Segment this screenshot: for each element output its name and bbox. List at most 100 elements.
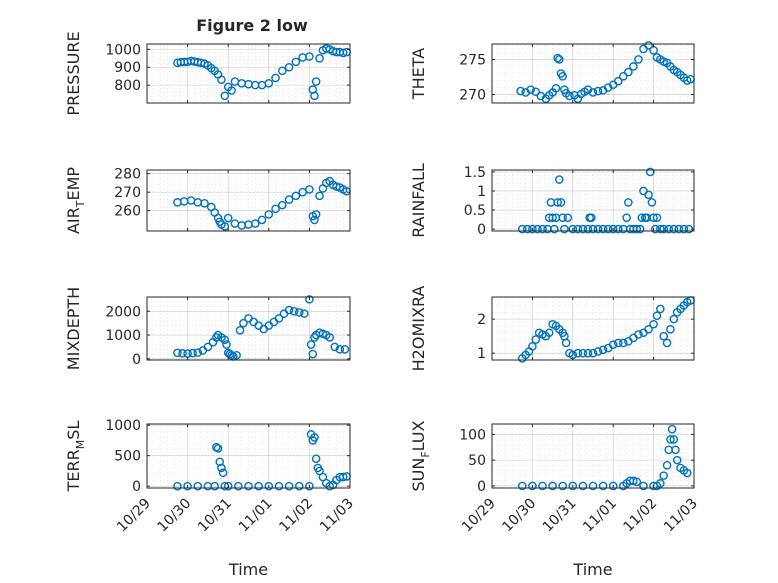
data-point: [652, 311, 662, 321]
data-point: [284, 62, 294, 72]
data-point: [669, 224, 679, 234]
y-axis-label: MIXDEPTH: [64, 287, 83, 370]
data-point: [212, 333, 221, 342]
y-tick-label: 275: [459, 52, 486, 68]
data-point: [659, 224, 669, 234]
subplot-6: 1 2 H2OMIXRA: [409, 286, 695, 371]
y-tick-label: 1000: [105, 328, 141, 344]
data-point: [217, 463, 226, 473]
data-point: [666, 435, 675, 444]
data-point: [568, 481, 578, 491]
data-point: [608, 481, 618, 491]
y-axis-label: PRESSURE: [64, 31, 83, 115]
data-point: [652, 213, 662, 222]
x-tick-label: 11/02: [621, 496, 661, 536]
y-tick-label: 500: [114, 449, 141, 465]
data-point: [560, 224, 569, 234]
data-point: [264, 481, 274, 491]
data-point: [634, 55, 643, 64]
data-point: [232, 350, 241, 360]
axes-box: [491, 296, 695, 361]
data-point: [173, 481, 182, 491]
y-tick-label: 260: [114, 204, 141, 220]
y-tick-label: 0: [477, 479, 486, 495]
y-tick-label: 1: [477, 346, 486, 362]
data-point: [613, 338, 623, 348]
y-tick-label: 1.5: [464, 165, 486, 181]
data-point: [558, 481, 568, 491]
data-point: [656, 304, 665, 314]
data-point: [598, 345, 608, 355]
y-axis-label: SUNFLUX: [409, 420, 432, 491]
x-tick-label: 10/31: [195, 496, 235, 536]
data-point: [264, 210, 274, 219]
data-point: [593, 224, 603, 234]
data-point: [578, 224, 588, 234]
data-point: [593, 86, 603, 96]
data-point: [284, 481, 294, 491]
axes-box: [491, 43, 695, 104]
data-point: [291, 191, 301, 201]
data-point: [311, 77, 321, 86]
data-point: [518, 481, 527, 491]
data-point: [284, 195, 294, 204]
data-point: [608, 340, 618, 349]
y-tick-label: 2000: [105, 304, 141, 320]
data-point: [518, 224, 527, 234]
data-point: [578, 348, 588, 358]
x-tick-label: 10/29: [114, 496, 154, 536]
data-point: [662, 338, 672, 348]
data-point: [183, 481, 192, 491]
subplot-3: 260 270 280 AIRTEMP: [64, 167, 351, 234]
axes-box: [146, 296, 351, 361]
data-point: [669, 314, 679, 324]
y-tick-label: 900: [114, 60, 141, 76]
axes-box: [146, 43, 351, 104]
x-axis-label: Time: [572, 560, 612, 579]
data-point: [555, 55, 564, 64]
y-tick-label: 270: [459, 88, 486, 104]
x-tick-label: 11/02: [276, 496, 316, 536]
data-point: [178, 349, 187, 358]
data-point: [210, 481, 219, 491]
data-series: [518, 167, 694, 234]
axes-box: [491, 169, 695, 232]
data-point: [553, 53, 562, 63]
data-point: [588, 481, 598, 491]
data-point: [315, 191, 324, 201]
y-tick-label: 1000: [105, 42, 141, 58]
data-point: [526, 85, 536, 94]
y-tick-label: 0.5: [464, 203, 486, 219]
data-point: [563, 213, 573, 222]
data-point: [306, 340, 316, 349]
data-point: [561, 338, 571, 348]
data-point: [294, 308, 304, 317]
data-point: [619, 72, 628, 81]
data-point: [173, 348, 182, 358]
axes-box: [146, 169, 351, 232]
y-tick-label: 280: [114, 167, 141, 183]
data-point: [308, 349, 318, 359]
data-point: [340, 345, 350, 354]
data-point: [310, 333, 319, 342]
data-point: [632, 477, 642, 487]
data-point: [637, 213, 647, 222]
data-point: [193, 348, 203, 357]
data-point: [598, 481, 608, 491]
data-point: [538, 481, 547, 491]
data-point: [188, 348, 197, 358]
data-point: [305, 295, 314, 304]
y-tick-label: 0: [132, 352, 141, 368]
data-point: [220, 335, 230, 345]
data-point: [528, 342, 537, 351]
data-series: [516, 41, 695, 104]
data-point: [672, 455, 682, 465]
subplot-7: 0 500 1000 TERRMSL 10/29 10/30 10/31 11/01 11/02…: [64, 418, 357, 579]
data-point: [220, 222, 230, 231]
data-point: [624, 198, 633, 207]
x-tick-label: 11/03: [317, 496, 357, 536]
data-point: [556, 198, 566, 207]
data-point: [531, 335, 541, 344]
data-point: [311, 210, 321, 219]
x-tick-label: 11/01: [236, 496, 276, 536]
